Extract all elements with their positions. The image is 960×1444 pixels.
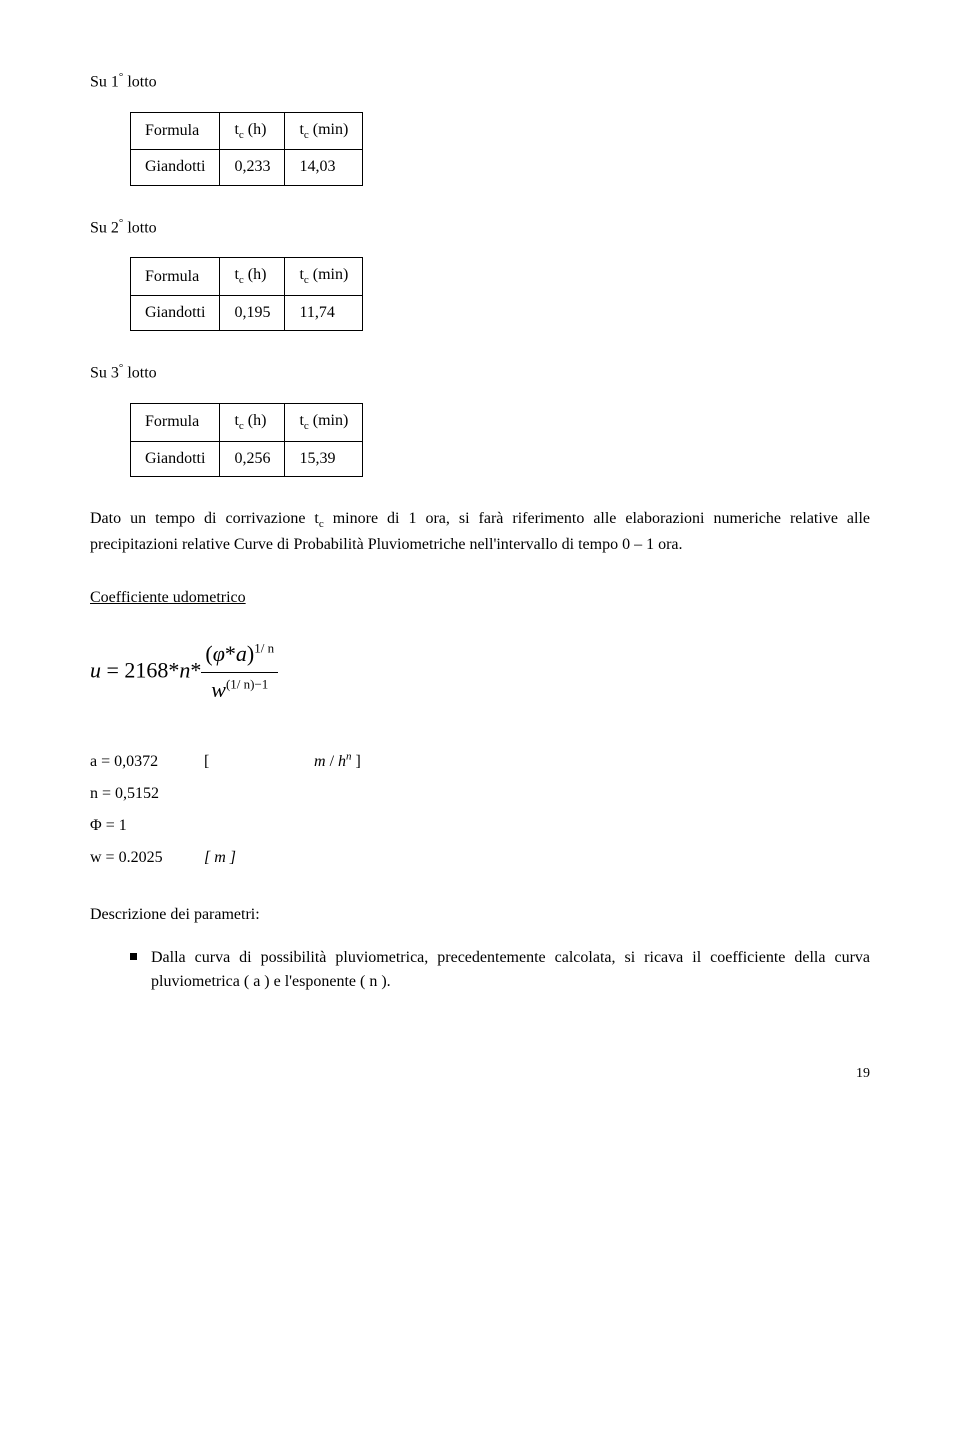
lot2-heading: Su 2° lotto (90, 216, 870, 240)
lot3-heading-prefix: Su 3 (90, 365, 119, 382)
cell-v1: 0,233 (220, 150, 285, 185)
cell-name: Giandotti (131, 295, 220, 330)
lot3-heading: Su 3° lotto (90, 361, 870, 385)
col-formula: Formula (131, 112, 220, 150)
corrivazione-paragraph: Dato un tempo di corrivazione tc minore … (90, 507, 870, 557)
param-n: n = 0,5152 (90, 778, 870, 810)
table-header-row: Formula tc (h) tc (min) (131, 404, 363, 442)
parameters-list: a = 0,0372 [ m / hn ] n = 0,5152 Φ = 1 w… (90, 746, 870, 874)
bullet-list: Dalla curva di possibilità pluviometrica… (130, 946, 870, 994)
formula-u: u = 2168*n* (φ*a)1/ n w(1/ n)−1 (90, 639, 870, 706)
col-tc-h: tc (h) (220, 112, 285, 150)
lot3-table: Formula tc (h) tc (min) Giandotti 0,256 … (130, 403, 363, 477)
formula-numerator: (φ*a)1/ n (201, 639, 278, 673)
cell-name: Giandotti (131, 150, 220, 185)
lot3-heading-suffix: lotto (123, 365, 156, 382)
table-header-row: Formula tc (h) tc (min) (131, 112, 363, 150)
desc-heading: Descrizione dei parametri: (90, 904, 870, 926)
lot1-heading-suffix: lotto (123, 73, 156, 90)
lot2-heading-prefix: Su 2 (90, 219, 119, 236)
cell-v2: 14,03 (285, 150, 363, 185)
table-row: Giandotti 0,233 14,03 (131, 150, 363, 185)
formula-fraction: (φ*a)1/ n w(1/ n)−1 (201, 639, 278, 706)
cell-v1: 0,256 (220, 441, 285, 476)
cell-v2: 11,74 (285, 295, 363, 330)
formula-denominator: w(1/ n)−1 (201, 673, 278, 706)
page-number: 19 (90, 1064, 870, 1084)
lot2-table: Formula tc (h) tc (min) Giandotti 0,195 … (130, 257, 363, 331)
bullet-text: Dalla curva di possibilità pluviometrica… (151, 946, 870, 994)
lot1-heading: Su 1° lotto (90, 70, 870, 94)
lot1-table: Formula tc (h) tc (min) Giandotti 0,233 … (130, 112, 363, 186)
cell-name: Giandotti (131, 441, 220, 476)
bullet-item: Dalla curva di possibilità pluviometrica… (130, 946, 870, 994)
lot1-heading-prefix: Su 1 (90, 73, 119, 90)
square-bullet-icon (130, 953, 137, 960)
col-formula: Formula (131, 258, 220, 296)
param-a: a = 0,0372 [ m / hn ] (90, 746, 870, 778)
col-tc-min: tc (min) (285, 404, 363, 442)
table-row: Giandotti 0,195 11,74 (131, 295, 363, 330)
coef-heading: Coefficiente udometrico (90, 587, 870, 609)
param-w: w = 0.2025 [ m ] (90, 842, 870, 874)
col-tc-h: tc (h) (220, 258, 285, 296)
table-header-row: Formula tc (h) tc (min) (131, 258, 363, 296)
col-tc-h: tc (h) (220, 404, 285, 442)
cell-v2: 15,39 (285, 441, 363, 476)
col-tc-min: tc (min) (285, 258, 363, 296)
cell-v1: 0,195 (220, 295, 285, 330)
param-a-unit: [ m / hn ] (204, 753, 361, 770)
col-formula: Formula (131, 404, 220, 442)
param-phi: Φ = 1 (90, 810, 870, 842)
table-row: Giandotti 0,256 15,39 (131, 441, 363, 476)
col-tc-min: tc (min) (285, 112, 363, 150)
lot2-heading-suffix: lotto (123, 219, 156, 236)
param-w-unit: [ m ] (204, 849, 314, 866)
